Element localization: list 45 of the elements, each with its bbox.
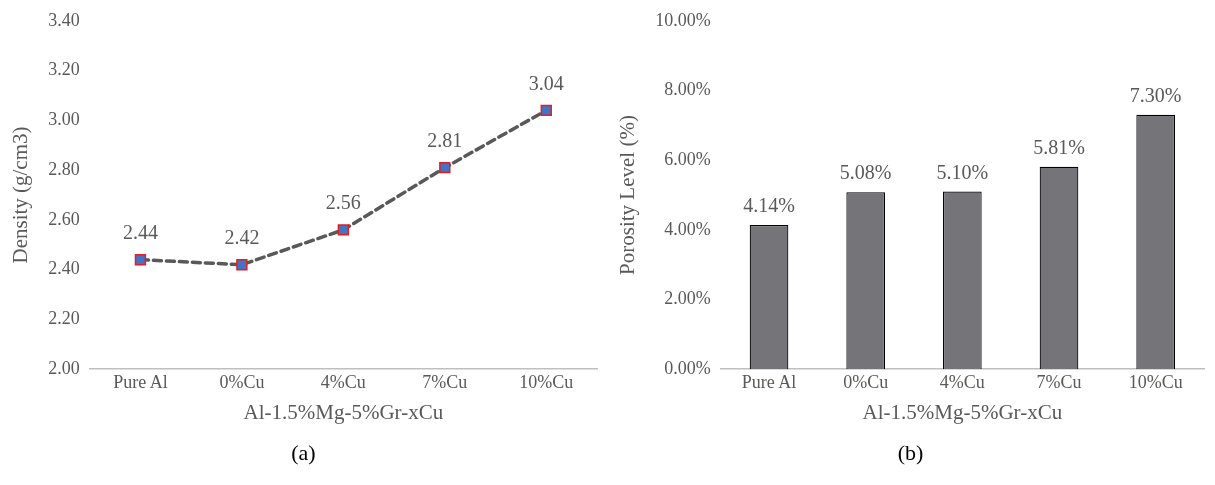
y-tick-label: 2.20 (48, 308, 80, 329)
point (439, 161, 451, 174)
data-label: 4.14% (743, 194, 795, 217)
text: (a) (291, 440, 316, 466)
y-tick-label: 2.80 (48, 158, 80, 179)
data-label: 2.81 (427, 128, 463, 151)
x-axis-title: Al-1.5%Mg-5%Gr-xCu (862, 399, 1063, 424)
x-tick-label: 10%Cu (1128, 371, 1183, 392)
point (236, 258, 248, 271)
y-tick-label: 2.00 (48, 357, 80, 378)
data-label: 5.10% (936, 160, 989, 183)
y-tick-label: 0.00% (664, 357, 711, 378)
data-label: 5.08% (839, 161, 892, 184)
point (540, 104, 552, 117)
data-label: 2.44 (122, 220, 158, 243)
y-tick-label: 3.40 (48, 9, 80, 30)
point (134, 254, 147, 266)
y-axis-title: Porosity Level (%) (615, 115, 640, 275)
y-tick-label: 2.60 (48, 208, 80, 229)
data-label: 2.42 (224, 225, 260, 248)
x-tick-label: Pure Al (113, 371, 168, 392)
x-tick-label: Pure Al (741, 371, 797, 392)
text: (b) (897, 440, 924, 466)
y-tick-label: 4.00% (664, 218, 711, 239)
x-tick-label: 7%Cu (1036, 371, 1082, 392)
data-label: 3.04 (528, 71, 564, 94)
point (337, 224, 350, 236)
data-label: 2.56 (325, 191, 361, 214)
y-tick-label: 8.00% (664, 79, 711, 100)
x-tick-label: 7%Cu (422, 371, 468, 392)
x-tick-label: 0%Cu (843, 371, 889, 392)
y-tick-label: 3.20 (48, 59, 80, 80)
x-tick-label: 4%Cu (320, 371, 366, 392)
y-tick-label: 2.00% (664, 288, 711, 309)
y-tick-label: 3.00 (48, 109, 80, 130)
x-axis-title: Al-1.5%Mg-5%Gr-xCu (243, 399, 444, 424)
y-tick-label: 6.00% (664, 148, 711, 169)
y-axis-title: Density (g/cm3) (8, 126, 33, 264)
data-label: 7.30% (1129, 84, 1182, 107)
y-tick-label: 10.00% (655, 9, 711, 30)
x-tick-label: 10%Cu (519, 371, 574, 392)
x-tick-label: 4%Cu (939, 371, 985, 392)
data-label: 5.81% (1033, 136, 1085, 159)
x-tick-label: 0%Cu (219, 371, 265, 392)
y-tick-label: 2.40 (48, 258, 80, 279)
